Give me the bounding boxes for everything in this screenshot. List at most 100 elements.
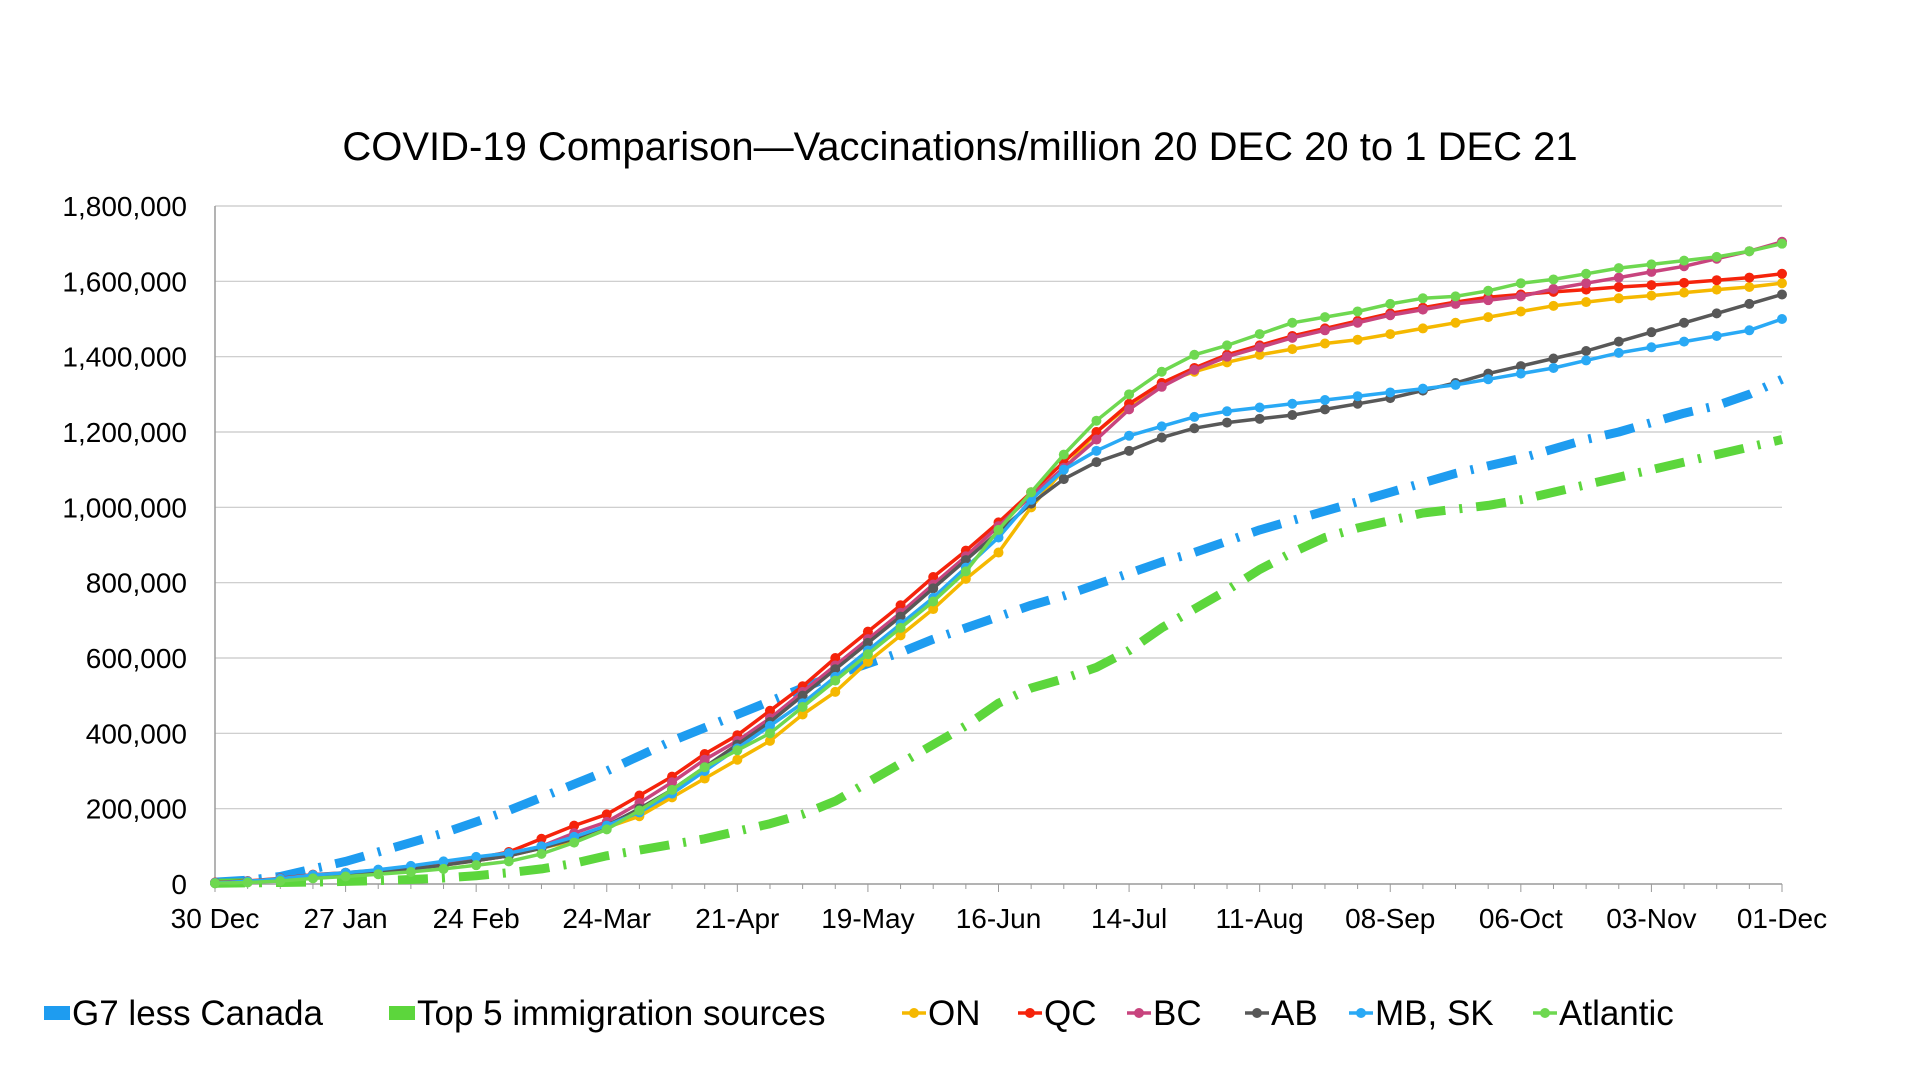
legend-marker [1540, 1008, 1550, 1018]
data-point [1581, 346, 1592, 357]
data-point [1124, 404, 1135, 415]
chart-title: COVID-19 Comparison—Vaccinations/million… [342, 125, 1577, 169]
series-line [213, 272, 1784, 885]
y-tick-label: 200,000 [86, 794, 187, 825]
data-point [1711, 251, 1722, 262]
data-point [797, 701, 808, 712]
data-point [1156, 421, 1167, 432]
data-point [1156, 366, 1167, 377]
data-point [536, 848, 547, 859]
data-point [1744, 325, 1755, 336]
data-point [1613, 347, 1624, 358]
data-point [307, 873, 318, 884]
x-tick-label: 03-Nov [1606, 903, 1696, 934]
x-tick-label: 11-Aug [1216, 903, 1304, 934]
x-tick-label: 06-Oct [1479, 903, 1563, 934]
data-point [1287, 332, 1298, 343]
data-point [1287, 398, 1298, 409]
data-point [1711, 308, 1722, 319]
legend-item: BC [1127, 994, 1202, 1033]
data-point [1254, 342, 1265, 353]
data-point [1548, 274, 1559, 285]
data-point [1156, 432, 1167, 443]
data-point [1679, 255, 1690, 266]
data-point [1385, 310, 1396, 321]
data-point [830, 675, 841, 686]
data-point [503, 848, 514, 859]
legend-label: Atlantic [1559, 994, 1674, 1033]
data-point [1319, 338, 1330, 349]
data-point [1646, 342, 1657, 353]
legend-item: QC [1018, 994, 1097, 1033]
data-point [1515, 291, 1526, 302]
data-point [764, 735, 775, 746]
legend: G7 less Canada Top 5 immigration sources O… [44, 994, 1674, 1033]
data-point [1679, 287, 1690, 298]
legend-item: ON [902, 994, 981, 1033]
legend-label: AB [1271, 994, 1318, 1033]
data-point [1254, 413, 1265, 424]
data-point [1515, 368, 1526, 379]
x-tick-label: 21-Apr [695, 903, 779, 934]
data-point [1189, 349, 1200, 360]
data-point [1026, 487, 1037, 498]
data-point [895, 622, 906, 633]
y-tick-label: 1,400,000 [62, 342, 187, 373]
data-point [764, 705, 775, 716]
x-tick-label: 01-Dec [1737, 903, 1827, 934]
data-point [1254, 402, 1265, 413]
y-tick-label: 0 [171, 869, 187, 900]
series-ab [210, 289, 1787, 889]
data-point [601, 809, 612, 820]
data-point [764, 720, 775, 731]
data-point [928, 583, 939, 594]
data-point [536, 833, 547, 844]
data-point [1124, 389, 1135, 400]
data-point [1319, 325, 1330, 336]
legend-item: G7 less Canada [44, 994, 324, 1033]
series-line [213, 292, 1784, 885]
data-point [1091, 415, 1102, 426]
data-point [1515, 361, 1526, 372]
legend-item: MB, SK [1349, 994, 1494, 1033]
data-point [1352, 398, 1363, 409]
data-point [699, 754, 710, 765]
data-point [1189, 423, 1200, 434]
data-point [1222, 417, 1233, 428]
data-point [1222, 340, 1233, 351]
data-point [1319, 312, 1330, 323]
y-tick-label: 800,000 [86, 568, 187, 599]
data-point [1417, 293, 1428, 304]
data-point [895, 600, 906, 611]
data-point [862, 656, 873, 667]
data-point [1091, 445, 1102, 456]
series-mb-sk [210, 314, 1787, 888]
data-point [242, 877, 253, 888]
x-tick-label: 24 Feb [433, 903, 520, 934]
legend-marker [1356, 1008, 1366, 1018]
data-point [699, 762, 710, 773]
data-point [1450, 291, 1461, 302]
data-point [960, 555, 971, 566]
gridlines [215, 205, 1782, 810]
series-line [213, 317, 1784, 885]
series-lines [210, 236, 1787, 889]
legend-label: ON [928, 994, 981, 1033]
data-point [1679, 336, 1690, 347]
data-point [960, 566, 971, 577]
x-tick-label: 19-May [821, 903, 914, 934]
series-top-5-immigration-sources [214, 435, 1784, 888]
data-point [1385, 329, 1396, 340]
data-point [862, 626, 873, 637]
y-tick-label: 1,200,000 [62, 417, 187, 448]
data-point [1319, 394, 1330, 405]
data-point [1613, 263, 1624, 274]
data-point [1646, 280, 1657, 291]
data-point [1646, 259, 1657, 270]
data-point [1417, 304, 1428, 315]
data-point [1777, 268, 1787, 279]
data-point [1091, 434, 1102, 445]
data-point [1548, 353, 1559, 364]
data-point [1091, 427, 1102, 437]
data-point [1352, 391, 1363, 402]
